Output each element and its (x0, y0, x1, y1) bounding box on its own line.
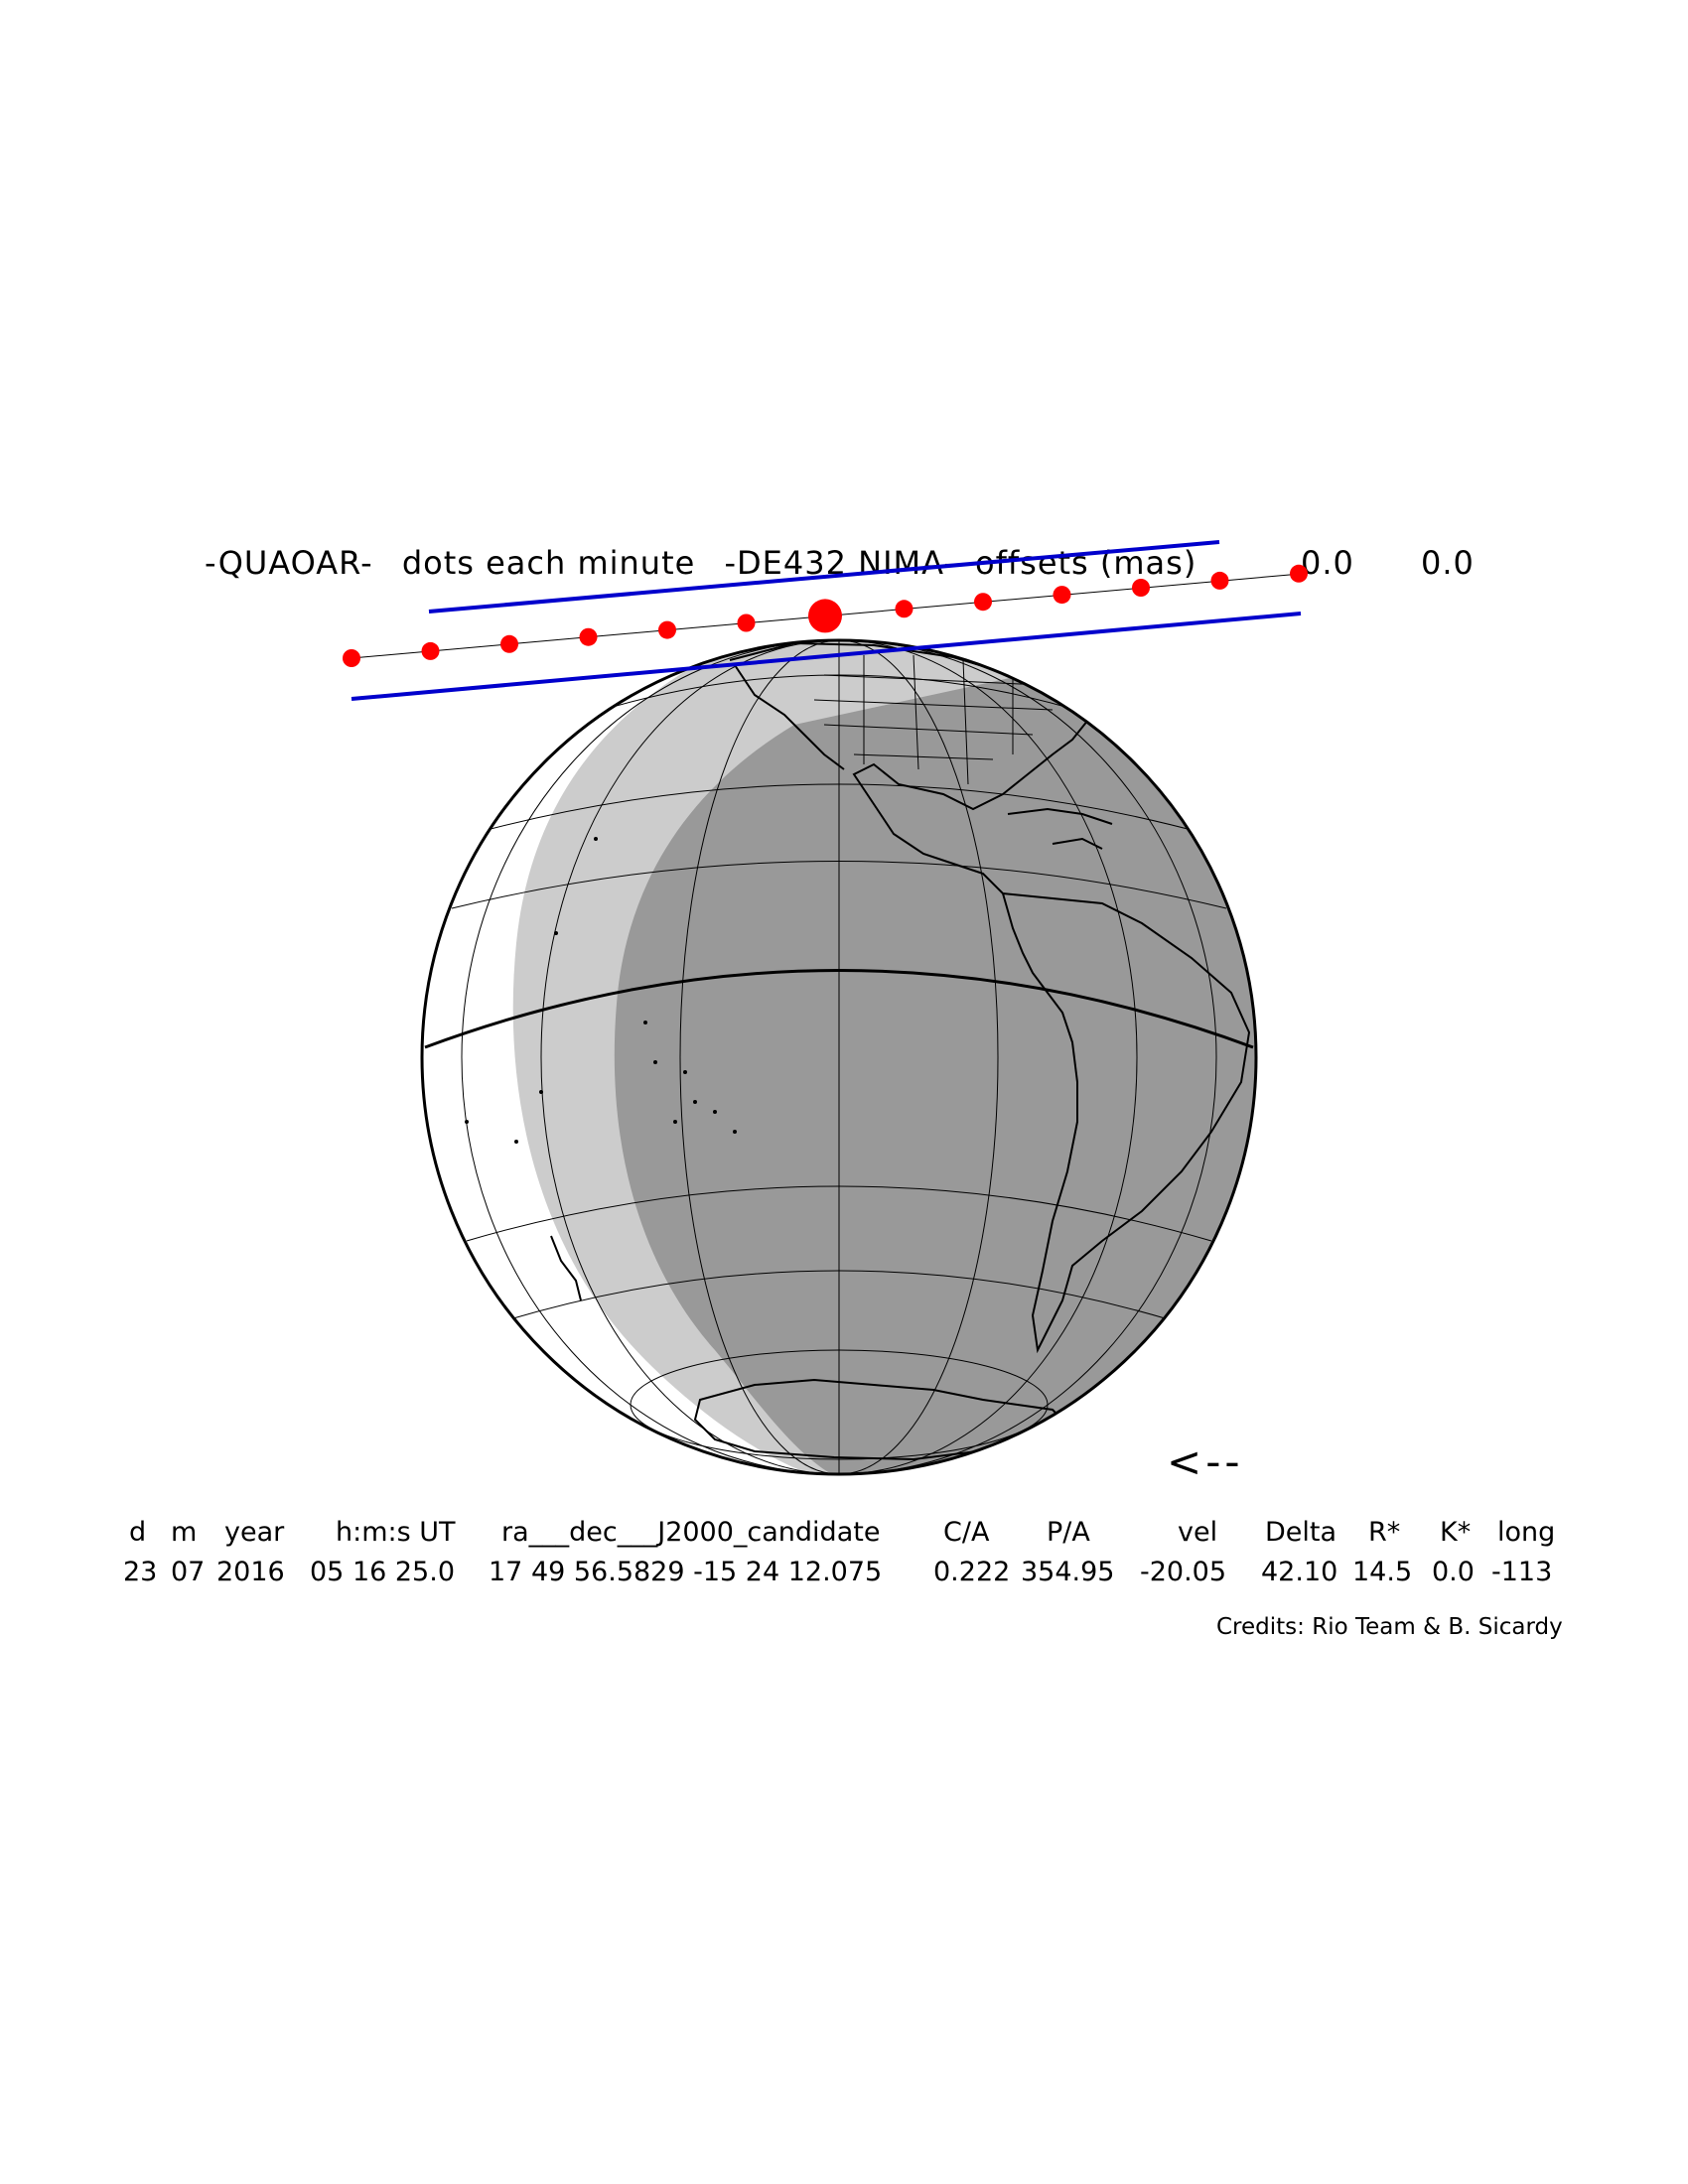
states-grid (813, 654, 1054, 785)
header-month: m (171, 1517, 198, 1548)
offset-ra-value: 0.0 (1301, 544, 1354, 582)
value-radec: 17 49 56.5829 -15 24 12.075 (489, 1557, 883, 1587)
value-delta: 42.10 (1261, 1557, 1338, 1587)
minute-dot (500, 634, 518, 653)
direction-arrow: <-- (1167, 1437, 1244, 1486)
value-month: 07 (171, 1557, 206, 1587)
minute-dots (343, 564, 1308, 667)
value-year: 2016 (216, 1557, 285, 1587)
value-ca: 0.222 (933, 1557, 1011, 1587)
header-r-mag: R* (1368, 1517, 1401, 1548)
minute-dot (579, 627, 598, 646)
value-r-mag: 14.5 (1352, 1557, 1413, 1587)
plot-header: -QUAOAR- dots each minute -DE432 NIMA- o… (205, 544, 1474, 582)
header-long: long (1497, 1517, 1556, 1548)
minute-dot (658, 620, 676, 639)
value-k-mag: 0.0 (1432, 1557, 1475, 1587)
minute-dot (421, 641, 440, 660)
header-delta: Delta (1265, 1517, 1337, 1548)
globe (420, 638, 1258, 1476)
shadow-limits (351, 540, 1302, 701)
value-time: 05 16 25.0 (310, 1557, 455, 1587)
north-shadow-limit (428, 540, 1220, 614)
header-vel: vel (1178, 1517, 1218, 1548)
value-pa: 354.95 (1021, 1557, 1115, 1587)
islands (465, 837, 737, 1144)
value-long: -113 (1491, 1557, 1553, 1587)
minute-dot (737, 614, 756, 632)
header-ca: C/A (943, 1517, 990, 1548)
value-day: 23 (123, 1557, 158, 1587)
value-vel: -20.05 (1140, 1557, 1227, 1587)
minute-dot (343, 649, 360, 667)
minute-dot (1290, 564, 1308, 583)
offsets-label: offsets (mas) (975, 544, 1197, 582)
closest-approach-dot (808, 599, 842, 633)
offset-dec-value: 0.0 (1421, 544, 1475, 582)
globe-limb (420, 638, 1258, 1476)
minute-dot (895, 600, 914, 618)
header-pa: P/A (1047, 1517, 1090, 1548)
minute-dot (1132, 579, 1150, 597)
minute-dot (974, 593, 992, 612)
graticule (451, 640, 1227, 1474)
credits: Credits: Rio Team & B. Sicardy (1216, 1614, 1563, 1640)
header-day: d (129, 1517, 147, 1548)
header-time: h:m:s UT (336, 1517, 456, 1548)
minute-dot (1053, 586, 1071, 605)
minute-dot (1210, 571, 1229, 590)
dots-note: dots each minute (401, 544, 696, 582)
header-radec: ra___dec___J2000_candidate (501, 1517, 881, 1548)
header-year: year (224, 1517, 285, 1548)
object-name: -QUAOAR- (205, 544, 373, 582)
header-k-mag: K* (1440, 1517, 1472, 1548)
south-shadow-limit (351, 612, 1302, 701)
equator (424, 969, 1254, 1049)
central-path (343, 564, 1308, 667)
